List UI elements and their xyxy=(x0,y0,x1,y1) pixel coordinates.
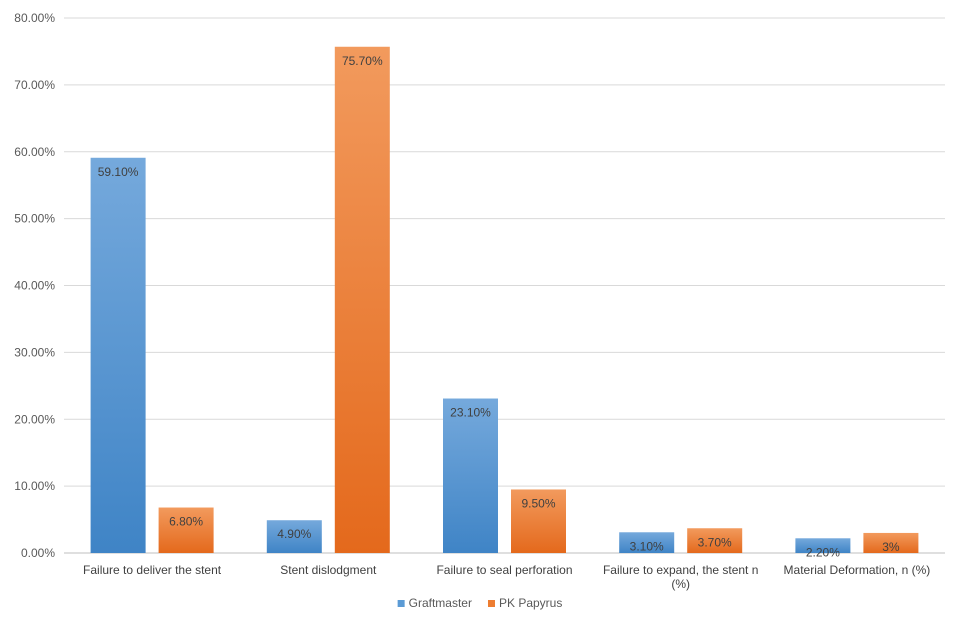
data-label: 2.20% xyxy=(806,545,840,559)
y-tick-label: 40.00% xyxy=(14,279,55,293)
bar-graftmaster xyxy=(443,398,498,553)
data-label: 75.70% xyxy=(342,54,383,68)
y-tick-label: 30.00% xyxy=(14,345,55,359)
legend-label: Graftmaster xyxy=(409,596,472,610)
y-tick-label: 80.00% xyxy=(14,11,55,25)
bar-pk-papyrus xyxy=(511,489,566,553)
data-label: 6.80% xyxy=(169,515,203,529)
legend-swatch xyxy=(397,600,405,607)
data-label: 9.50% xyxy=(521,496,555,510)
data-label: 59.10% xyxy=(98,165,139,179)
bar-graftmaster xyxy=(90,157,146,554)
data-label: 3.10% xyxy=(630,539,664,553)
data-label: 23.10% xyxy=(450,406,491,420)
y-tick-label: 0.00% xyxy=(21,546,55,560)
legend-swatch xyxy=(487,600,495,607)
bar-pk-papyrus xyxy=(158,507,214,553)
x-category-label: Failure to seal perforation xyxy=(436,563,572,577)
x-category-label: Stent dislodgment xyxy=(280,563,377,577)
x-axis-category-labels: Failure to deliver the stent Stent dislod… xyxy=(83,563,930,591)
x-category-label: Failure to expand, the stent n (%) xyxy=(603,563,758,591)
y-tick-label: 60.00% xyxy=(14,145,55,159)
data-label: 3.70% xyxy=(698,535,732,549)
bars xyxy=(90,46,919,554)
data-label: 3% xyxy=(882,540,900,554)
y-tick-label: 20.00% xyxy=(14,412,55,426)
data-labels: 59.10% 4.90% 23.10% 3.10% 2.20% 6.80% 75.70% 9.… xyxy=(98,54,900,560)
y-axis-tick-labels: 0.00% 10.00% 20.00% 30.00% 40.00% 50.00% 60.00… xyxy=(14,11,55,560)
bar-graftmaster xyxy=(266,520,322,553)
data-label: 4.90% xyxy=(277,527,311,541)
y-tick-label: 70.00% xyxy=(14,78,55,92)
x-category-label: Failure to deliver the stent xyxy=(83,563,222,577)
bar-pk-papyrus xyxy=(863,532,919,553)
legend-label: PK Papyrus xyxy=(499,596,562,610)
x-category-label: Material Deformation, n (%) xyxy=(784,563,931,577)
y-tick-label: 50.00% xyxy=(14,212,55,226)
y-tick-label: 10.00% xyxy=(14,479,55,493)
bar-pk-papyrus xyxy=(687,528,743,553)
bar-graftmaster xyxy=(795,538,851,553)
bar-graftmaster xyxy=(619,532,675,553)
gridlines xyxy=(64,17,945,554)
bar-pk-papyrus xyxy=(334,46,390,553)
legend: Graftmaster PK Papyrus xyxy=(397,596,562,610)
